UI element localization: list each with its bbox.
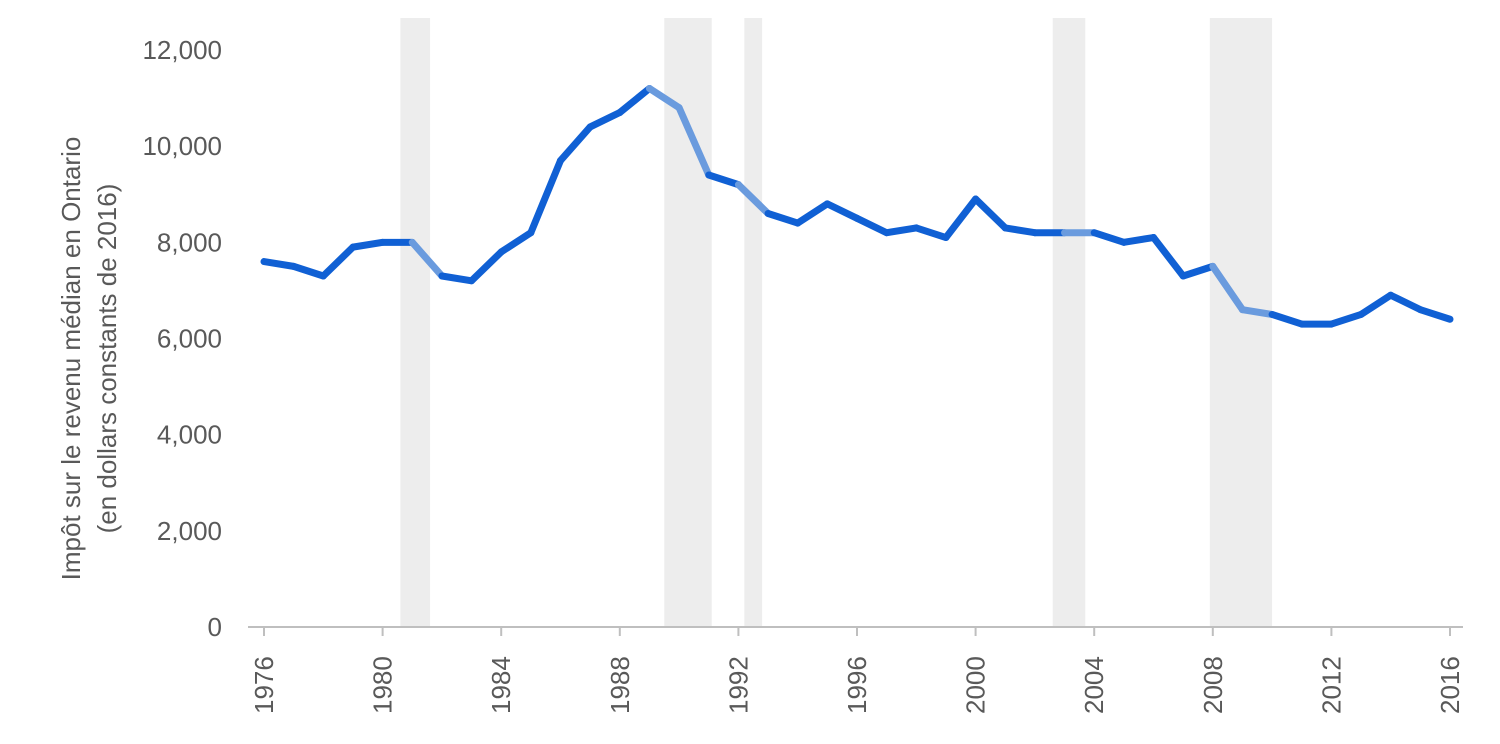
series-segment bbox=[912, 224, 950, 242]
series-segment bbox=[616, 84, 653, 117]
y-axis-title-line: Impôt sur le revenu médian en Ontario bbox=[56, 137, 86, 581]
series-segment bbox=[734, 181, 772, 217]
y-tick-label: 6,000 bbox=[157, 324, 222, 354]
x-tick-label: 1996 bbox=[842, 656, 872, 714]
x-tick-label: 1988 bbox=[605, 656, 635, 714]
x-tick-label: 2000 bbox=[961, 656, 991, 714]
series-segment bbox=[1090, 229, 1128, 246]
series-segment bbox=[438, 272, 476, 285]
x-tick-label: 1976 bbox=[249, 656, 279, 714]
y-tick-label: 10,000 bbox=[142, 131, 222, 161]
series-segment bbox=[794, 200, 831, 227]
y-axis: 0 2,000 4,000 6,000 8,000 10,000 12,000 bbox=[142, 35, 222, 642]
shaded-period-3 bbox=[744, 18, 763, 627]
y-tick-label: 4,000 bbox=[157, 420, 222, 450]
series-segment bbox=[645, 84, 683, 112]
series-segment bbox=[1268, 310, 1306, 328]
series-segment bbox=[260, 258, 298, 270]
series-segment bbox=[1179, 262, 1217, 280]
series-segment bbox=[675, 104, 713, 179]
series-segment bbox=[823, 200, 861, 222]
series-segment bbox=[557, 123, 594, 165]
shaded-period-5 bbox=[1209, 18, 1273, 627]
series-segment bbox=[1357, 291, 1395, 318]
x-tick-label: 1992 bbox=[723, 656, 753, 714]
series-segment bbox=[408, 238, 446, 280]
x-tick-label: 1984 bbox=[486, 656, 516, 714]
x-tick-label: 1980 bbox=[368, 656, 398, 714]
series-segment bbox=[883, 224, 920, 237]
series-segment bbox=[705, 171, 742, 189]
series-segment bbox=[290, 262, 327, 280]
series-segment bbox=[349, 238, 387, 251]
series-segment bbox=[764, 209, 802, 227]
shaded-period-4 bbox=[1052, 18, 1086, 627]
shaded-period-1 bbox=[400, 18, 431, 627]
x-axis: 1976 1980 1984 1988 1992 1996 2000 2004 2008 2012… bbox=[248, 626, 1465, 714]
y-tick-label: 0 bbox=[208, 612, 222, 642]
series-segment bbox=[468, 248, 505, 285]
x-tick-label: 2016 bbox=[1435, 656, 1465, 714]
series-segment bbox=[1416, 306, 1454, 323]
series-segment bbox=[942, 195, 980, 242]
series-segment bbox=[1209, 262, 1246, 314]
series-segment bbox=[1001, 224, 1039, 237]
series-segment bbox=[1327, 310, 1365, 328]
series-segment bbox=[527, 157, 564, 237]
series-segment bbox=[1120, 234, 1157, 246]
x-tick-label: 2012 bbox=[1316, 656, 1346, 714]
recession-shading-group bbox=[400, 18, 1273, 627]
series-segment bbox=[853, 214, 891, 237]
series-segment bbox=[1387, 291, 1424, 314]
series-group bbox=[260, 84, 1454, 328]
x-tick-label: 2004 bbox=[1079, 656, 1109, 714]
y-axis-title: Impôt sur le revenu médian en Ontario (en… bbox=[56, 137, 122, 581]
x-tick-label: 2008 bbox=[1198, 656, 1228, 714]
y-tick-label: 2,000 bbox=[157, 516, 222, 546]
series-segment bbox=[972, 195, 1009, 232]
series-segment bbox=[586, 109, 624, 131]
y-tick-label: 12,000 bbox=[142, 35, 222, 65]
y-axis-title-line: (en dollars constants de 2016) bbox=[92, 184, 122, 534]
series-segment bbox=[319, 243, 357, 280]
series-segment bbox=[1238, 306, 1276, 318]
y-tick-label: 8,000 bbox=[157, 227, 222, 257]
shaded-period-2 bbox=[664, 18, 712, 627]
series-segment bbox=[497, 229, 535, 256]
series-segment bbox=[1150, 234, 1187, 280]
